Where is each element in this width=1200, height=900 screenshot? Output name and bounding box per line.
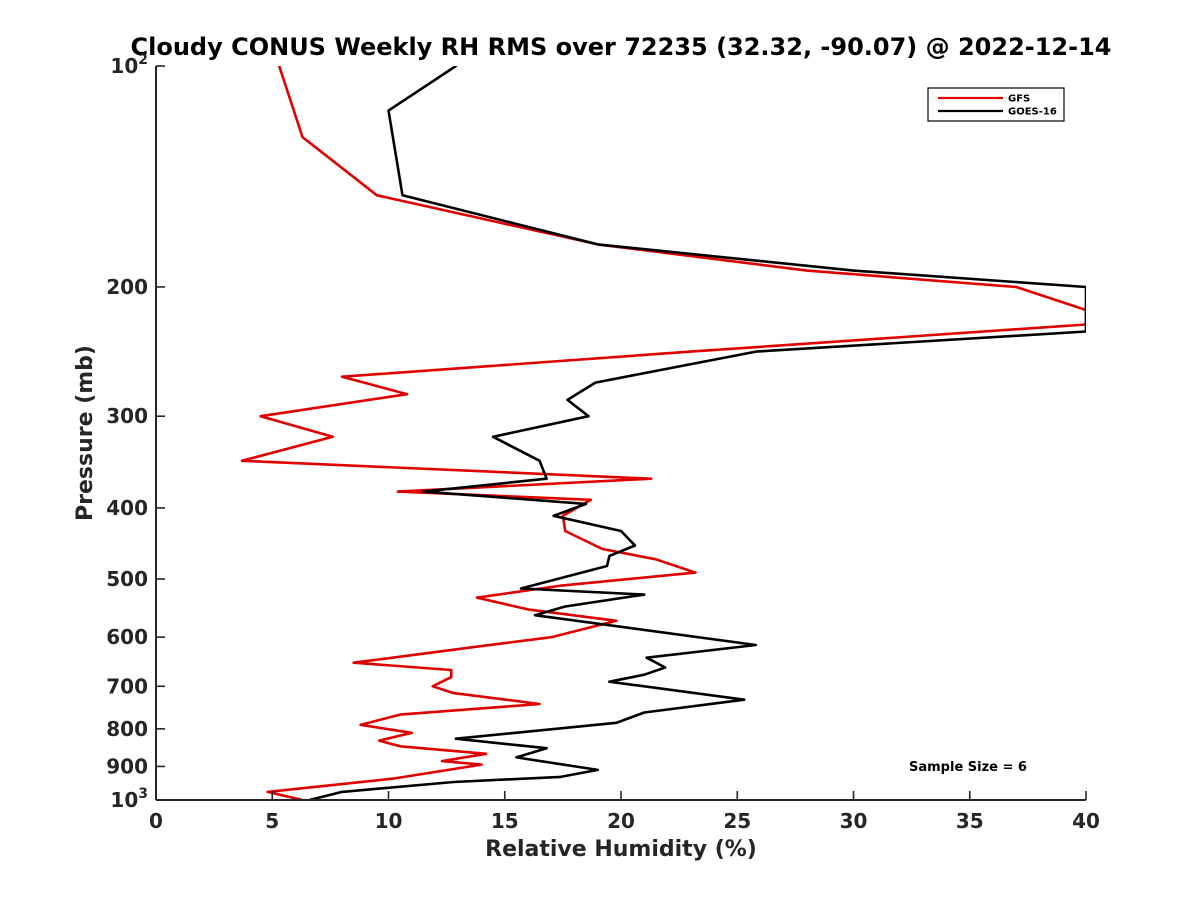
series-layer <box>240 66 1086 800</box>
x-tick-label: 0 <box>149 809 163 833</box>
plot-area: 0 5 10 15 20 25 30 35 40 102 200 300 400 500 600 700 800… <box>106 52 1100 833</box>
legend-label-goes16: GOES-16 <box>1008 107 1057 118</box>
legend-label-gfs: GFS <box>1008 94 1030 105</box>
y-tick-label: 900 <box>106 754 148 778</box>
legend: GFS GOES-16 <box>927 87 1065 122</box>
x-tick-label: 5 <box>265 809 279 833</box>
x-tick-label: 10 <box>375 809 403 833</box>
x-tick-label: 30 <box>840 809 868 833</box>
x-tick-label: 25 <box>723 809 751 833</box>
chart-title: Cloudy CONUS Weekly RH RMS over 72235 (3… <box>131 33 1112 61</box>
series-line-gfs <box>240 66 1086 800</box>
y-tick-label: 200 <box>106 275 148 299</box>
axes-layer: 0 5 10 15 20 25 30 35 40 102 200 300 400 500 600 700 800… <box>106 52 1100 833</box>
x-tick-label: 40 <box>1072 809 1100 833</box>
y-tick-label: 400 <box>106 496 148 520</box>
x-axis-label: Relative Humidity (%) <box>485 837 757 862</box>
x-tick-label: 15 <box>491 809 519 833</box>
x-tick-label: 20 <box>607 809 635 833</box>
y-tick-label: 102 <box>110 52 148 78</box>
y-tick-label: 700 <box>106 674 148 698</box>
y-axis-label: Pressure (mb) <box>73 345 98 521</box>
legend-box <box>927 87 1065 122</box>
y-tick-label: 103 <box>110 786 148 812</box>
y-tick-label: 300 <box>106 404 148 428</box>
x-tick-label: 35 <box>956 809 984 833</box>
series-line-goes16 <box>308 66 1086 800</box>
y-tick-label: 600 <box>106 625 148 649</box>
sample-size-annotation: Sample Size = 6 <box>909 760 1027 775</box>
y-tick-label: 500 <box>106 567 148 591</box>
y-tick-label: 800 <box>106 717 148 741</box>
